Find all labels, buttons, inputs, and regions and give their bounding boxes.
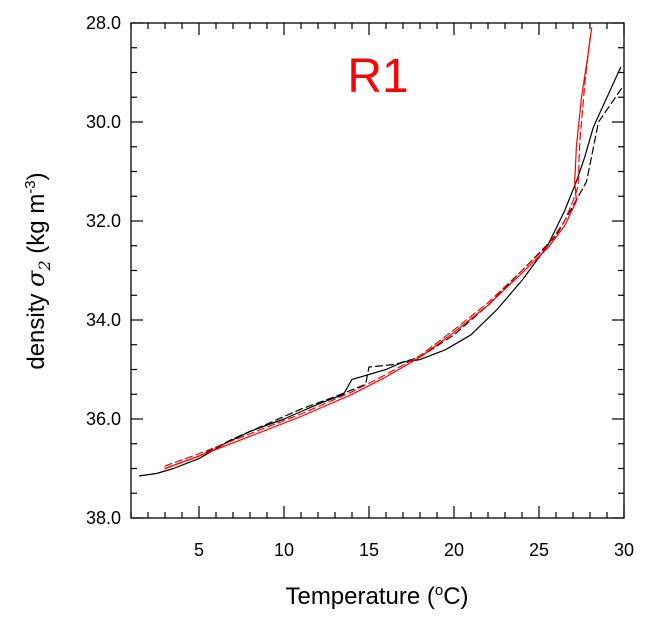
y-tick-label: 32.0 [86, 211, 121, 231]
series-line-3 [164, 27, 593, 470]
series-line-1 [138, 66, 622, 477]
x-tick-label: 5 [194, 540, 204, 560]
y-tick-label: 36.0 [86, 409, 121, 429]
axes-layer: 5 10 15 20 25 30 28.0 30.0 32.0 34.0 36.0 38.0 [86, 13, 634, 560]
x-tick-label: 10 [274, 540, 294, 560]
series-line-4 [164, 37, 591, 467]
y-tick-label: 30.0 [86, 112, 121, 132]
x-tick-label: 25 [529, 540, 549, 560]
x-tick-label: 15 [359, 540, 379, 560]
y-tick-label: 28.0 [86, 13, 121, 33]
series-line-2 [164, 86, 623, 470]
x-axis-title: Temperature (oC) [285, 582, 468, 610]
x-tick-label: 20 [444, 540, 464, 560]
x-tick-label: 30 [614, 540, 634, 560]
y-tick-label: 34.0 [86, 310, 121, 330]
y-axis-title: density σ2 (kg m-3) [22, 172, 54, 369]
y-tick-label: 38.0 [86, 508, 121, 528]
panel-label: R1 [347, 50, 408, 103]
series-layer [138, 27, 623, 477]
